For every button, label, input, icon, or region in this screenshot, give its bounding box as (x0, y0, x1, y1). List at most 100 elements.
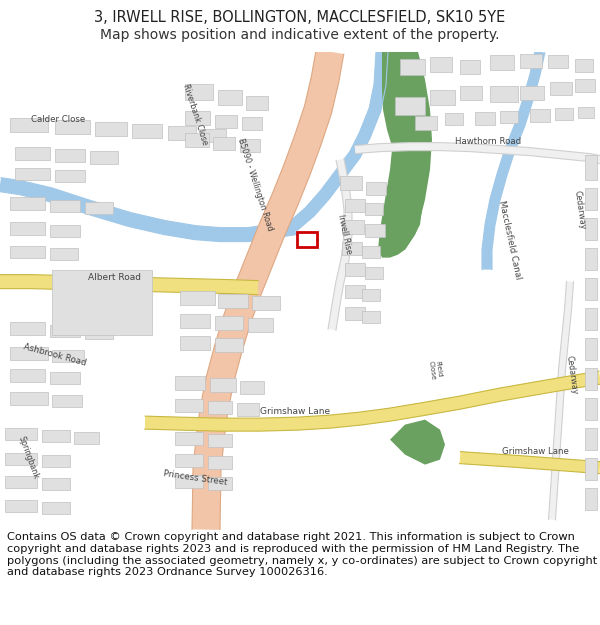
Bar (42, 502, 70, 514)
Bar (42, 429, 70, 442)
Bar (345, 262, 365, 276)
Bar (52, 269, 152, 334)
Bar (585, 488, 597, 509)
Bar (5, 428, 37, 439)
Bar (215, 338, 243, 352)
Text: Grimshaw Lane: Grimshaw Lane (502, 447, 568, 456)
Bar (460, 86, 482, 99)
Bar (445, 112, 463, 124)
Bar (52, 394, 82, 407)
Bar (297, 232, 317, 247)
Bar (175, 432, 203, 444)
Bar (500, 111, 518, 123)
Bar (15, 168, 50, 179)
Polygon shape (192, 49, 344, 530)
Text: 3, IRWELL RISE, BOLLINGTON, MACCLESFIELD, SK10 5YE: 3, IRWELL RISE, BOLLINGTON, MACCLESFIELD… (94, 10, 506, 25)
Bar (362, 289, 380, 301)
Polygon shape (482, 51, 545, 269)
Bar (585, 398, 597, 419)
Bar (52, 349, 84, 362)
Bar (585, 248, 597, 269)
Bar (175, 474, 203, 488)
Bar (578, 107, 594, 118)
Bar (585, 458, 597, 479)
Bar (365, 267, 383, 279)
Bar (460, 59, 480, 74)
Bar (345, 199, 365, 212)
Text: Macclesfield Canal: Macclesfield Canal (497, 199, 523, 280)
Bar (10, 118, 48, 132)
Text: Map shows position and indicative extent of the property.: Map shows position and indicative extent… (100, 28, 500, 42)
Bar (585, 338, 597, 359)
Bar (248, 318, 273, 332)
Bar (585, 278, 597, 299)
Bar (342, 219, 364, 234)
Bar (5, 452, 37, 464)
Bar (237, 402, 259, 416)
Bar (10, 222, 45, 234)
Bar (10, 246, 45, 258)
Bar (5, 476, 37, 488)
Polygon shape (390, 419, 445, 464)
Bar (340, 176, 362, 189)
Bar (585, 154, 597, 179)
Bar (490, 54, 514, 69)
Polygon shape (0, 177, 296, 242)
Bar (430, 89, 455, 104)
Bar (585, 188, 597, 209)
Bar (50, 248, 78, 259)
Bar (185, 84, 213, 99)
Bar (585, 368, 597, 389)
Bar (215, 316, 243, 329)
Bar (215, 114, 237, 128)
Bar (10, 197, 45, 209)
Bar (366, 182, 386, 194)
Bar (74, 432, 99, 444)
Bar (10, 392, 48, 404)
Bar (55, 149, 85, 162)
Bar (550, 82, 572, 94)
Bar (530, 109, 550, 122)
Bar (10, 322, 45, 334)
Bar (365, 224, 385, 237)
Bar (345, 307, 365, 319)
Bar (208, 477, 232, 489)
Bar (55, 169, 85, 182)
Text: Field
Close: Field Close (427, 359, 443, 380)
Bar (5, 499, 37, 512)
Bar (555, 107, 573, 119)
Bar (520, 86, 544, 99)
Bar (365, 202, 383, 214)
Bar (50, 324, 80, 337)
Text: Cedarway: Cedarway (565, 354, 579, 395)
Bar (252, 296, 280, 309)
Bar (362, 311, 380, 322)
Bar (180, 291, 215, 304)
Bar (395, 97, 425, 114)
Polygon shape (0, 274, 258, 294)
Polygon shape (378, 52, 432, 258)
Bar (175, 399, 203, 412)
Bar (50, 372, 80, 384)
Bar (345, 284, 365, 298)
Bar (415, 116, 437, 129)
Bar (132, 124, 162, 138)
Text: B5090 - Wellington Road: B5090 - Wellington Road (236, 138, 274, 232)
Bar (218, 89, 242, 104)
Bar (200, 129, 226, 142)
Bar (175, 454, 203, 467)
Polygon shape (355, 142, 600, 164)
Bar (575, 59, 593, 72)
Bar (208, 401, 232, 414)
Bar (213, 137, 235, 149)
Bar (430, 57, 452, 72)
Text: Riverbank Close: Riverbank Close (181, 83, 209, 146)
Bar (575, 79, 595, 92)
Bar (50, 224, 80, 237)
Polygon shape (268, 51, 388, 238)
Bar (10, 369, 45, 382)
Bar (520, 54, 542, 68)
Text: Irwell Rise: Irwell Rise (337, 214, 353, 255)
Bar (585, 308, 597, 329)
Polygon shape (328, 159, 352, 330)
